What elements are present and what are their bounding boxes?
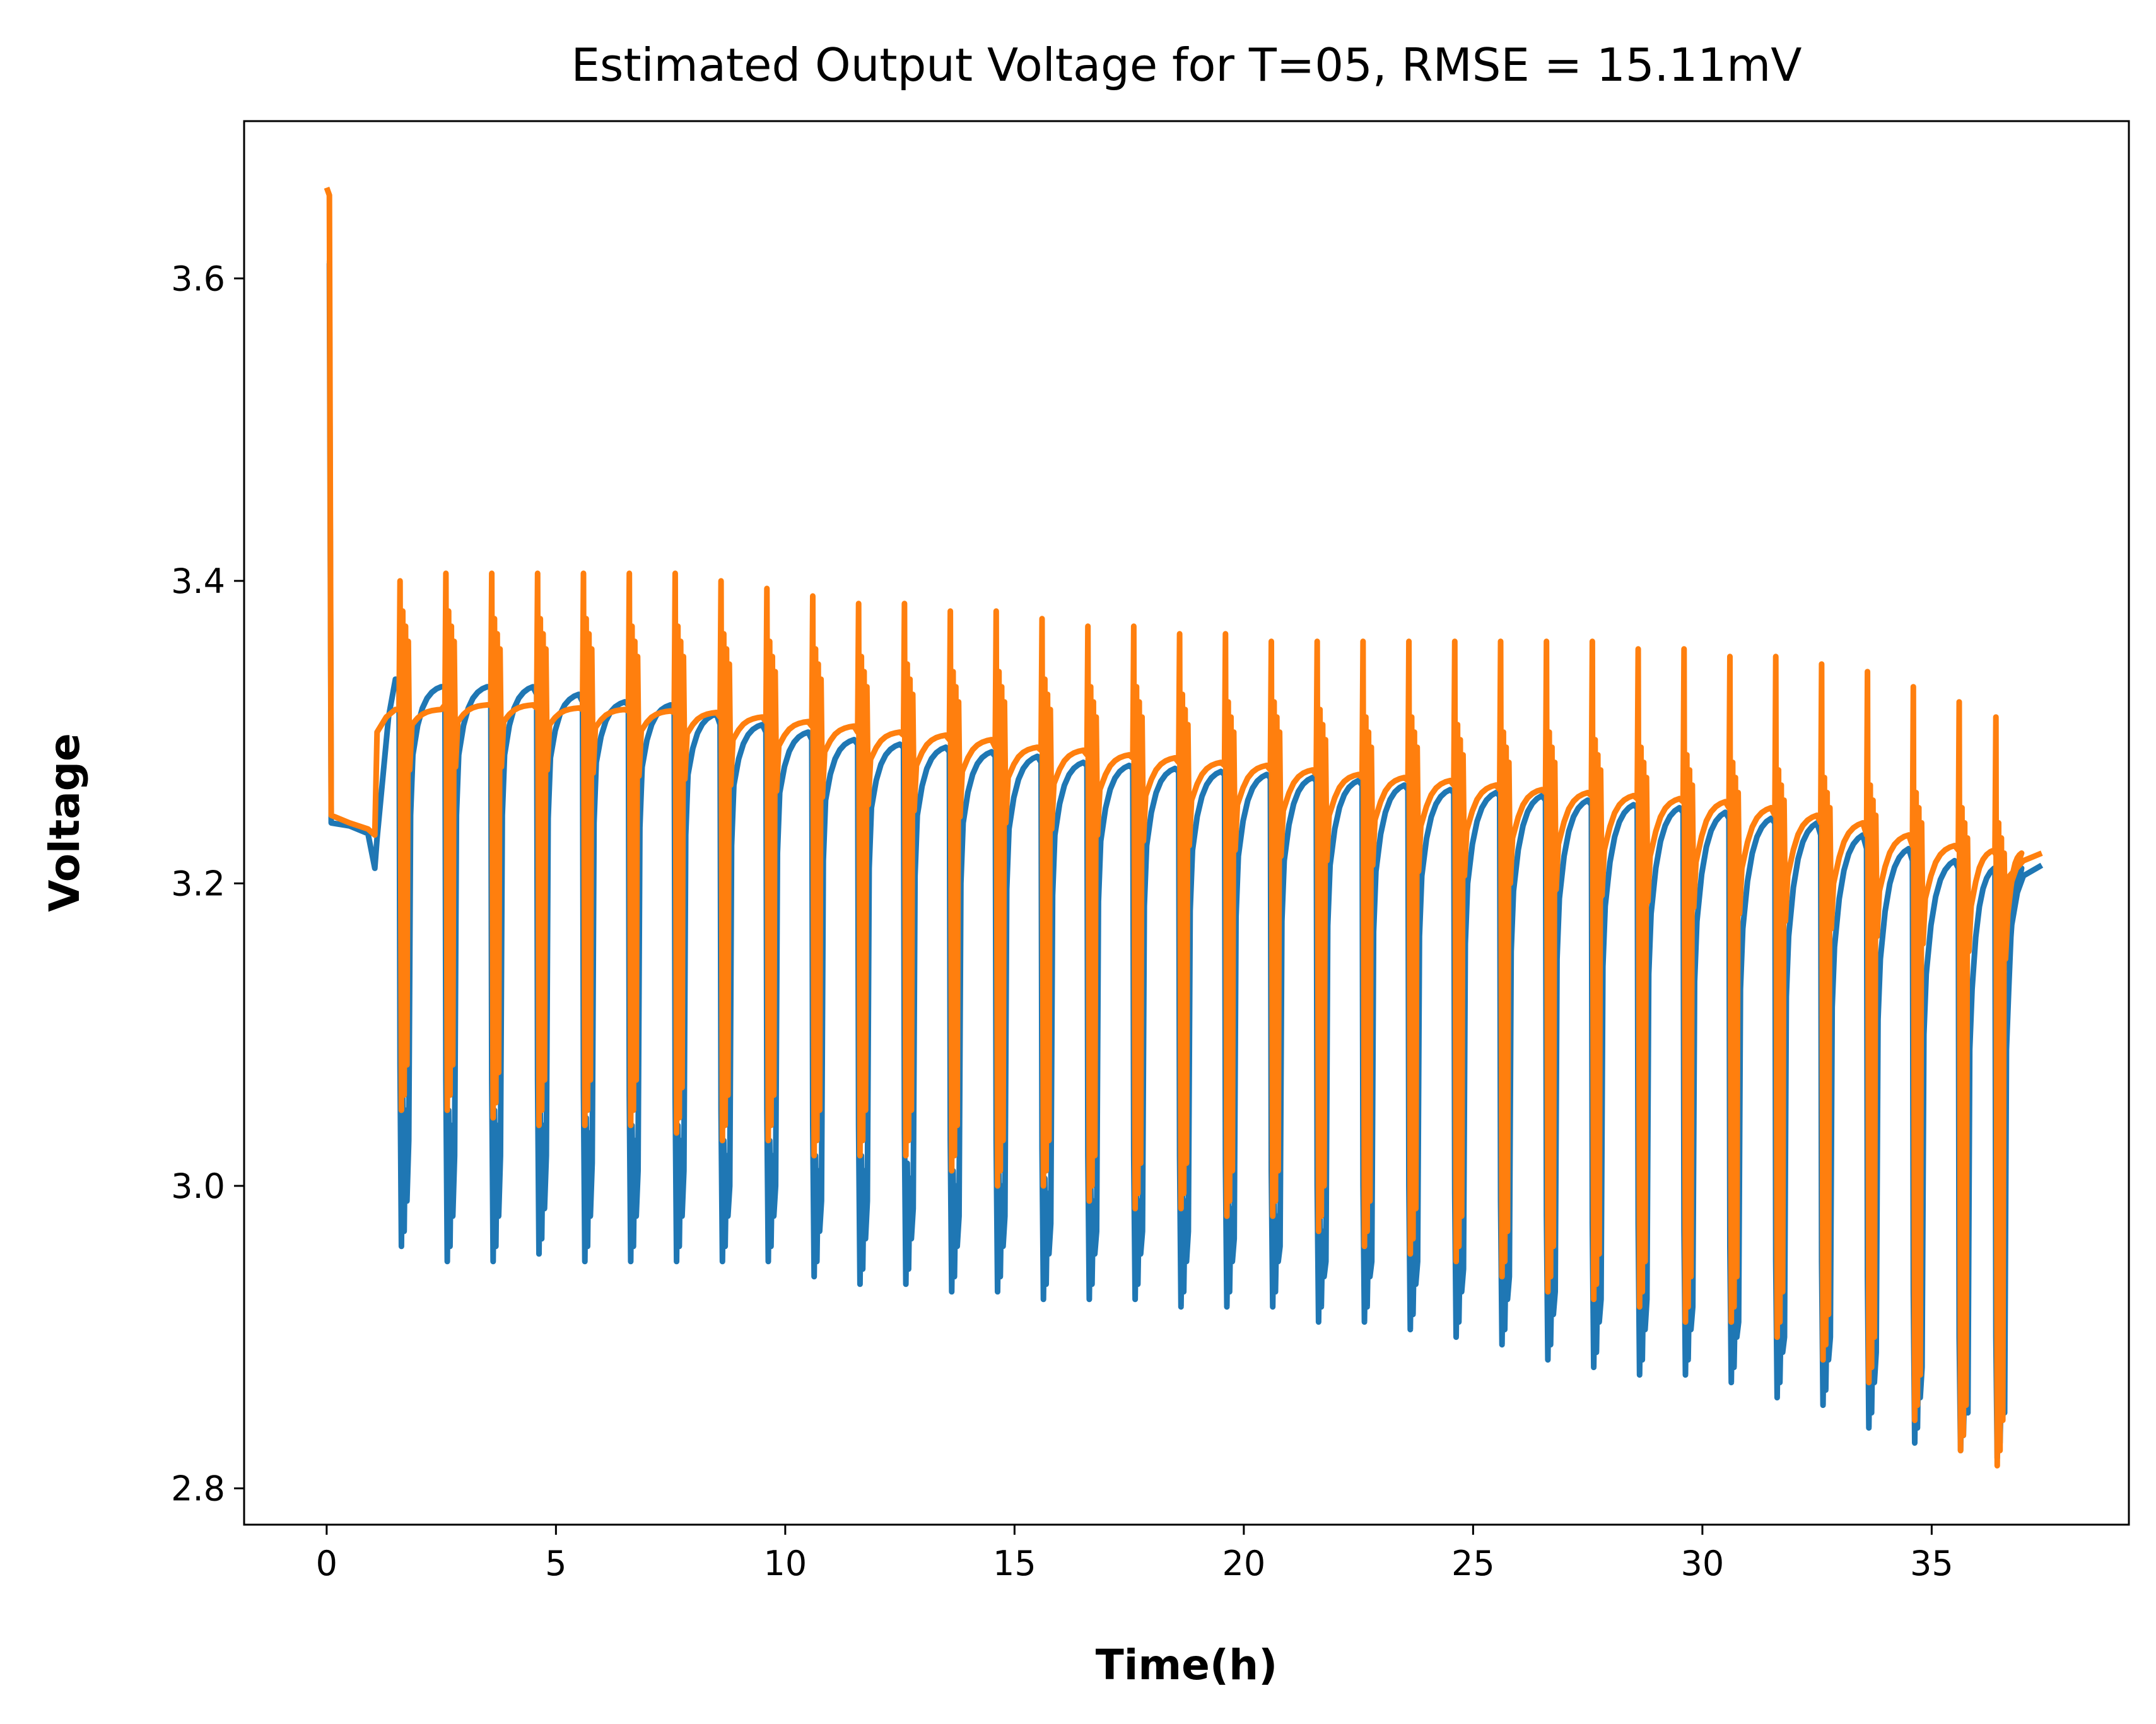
x-tick-label: 10 (764, 1544, 807, 1583)
plot-frame (243, 120, 2130, 1526)
series-line-estimated (324, 186, 2043, 1469)
y-tick-label: 2.8 (171, 1469, 225, 1508)
y-axis: 2.8 3.0 3.2 3.4 3.6 (171, 259, 244, 1508)
x-tick-label: 30 (1681, 1544, 1725, 1583)
y-tick-label: 3.6 (171, 259, 225, 298)
x-axis-label: Time(h) (1096, 1641, 1278, 1689)
x-axis: 0 5 10 15 20 25 30 35 (316, 1525, 1954, 1583)
x-tick-label: 5 (545, 1544, 566, 1583)
y-tick-label: 3.2 (171, 864, 225, 903)
x-tick-label: 15 (993, 1544, 1036, 1583)
x-tick-label: 0 (316, 1544, 337, 1583)
x-tick-label: 20 (1222, 1544, 1266, 1583)
x-tick-label: 35 (1910, 1544, 1954, 1583)
chart-title: Estimated Output Voltage for T=05, RMSE … (571, 38, 1802, 91)
series-layer (324, 186, 2044, 1469)
y-tick-label: 3.0 (171, 1166, 225, 1206)
x-tick-label: 25 (1451, 1544, 1495, 1583)
y-tick-label: 3.4 (171, 561, 225, 601)
y-axis-label: Voltage (40, 733, 89, 912)
